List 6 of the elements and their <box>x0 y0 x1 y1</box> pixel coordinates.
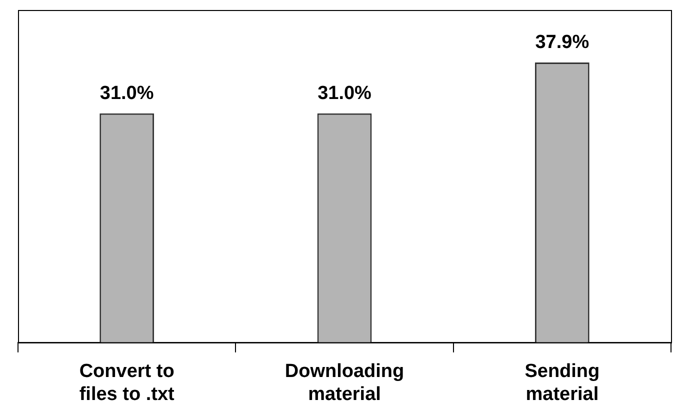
data-label: 37.9% <box>535 32 590 54</box>
data-label: 31.0% <box>100 83 154 104</box>
data-label: 31.0% <box>318 83 372 104</box>
x-tick-label: Convert to files to .txt <box>79 361 176 405</box>
x-tick-label: Sending material <box>524 361 600 405</box>
x-tick-label: Downloading material <box>284 361 404 405</box>
